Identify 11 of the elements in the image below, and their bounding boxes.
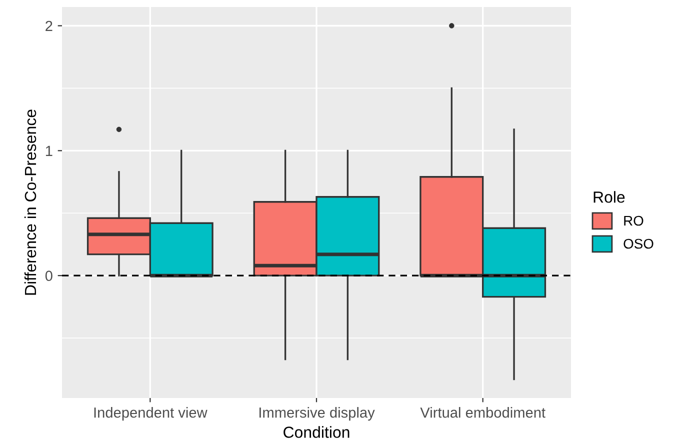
y-axis-title: Difference in Co-Presence (24, 110, 36, 295)
legend-label: OSO (624, 238, 654, 249)
y-tick-label: 1 (46, 146, 52, 156)
x-axis-title: Condition (284, 426, 350, 438)
y-tick-label: 0 (45, 270, 52, 282)
y-tick-label: 2 (46, 20, 52, 32)
legend-title: Role (594, 191, 625, 203)
legend-label: RO (624, 216, 644, 226)
x-tick-label: Independent view (94, 407, 208, 421)
x-tick-label: Virtual embodiment (420, 407, 546, 418)
x-tick-label: Immersive display (260, 407, 375, 421)
